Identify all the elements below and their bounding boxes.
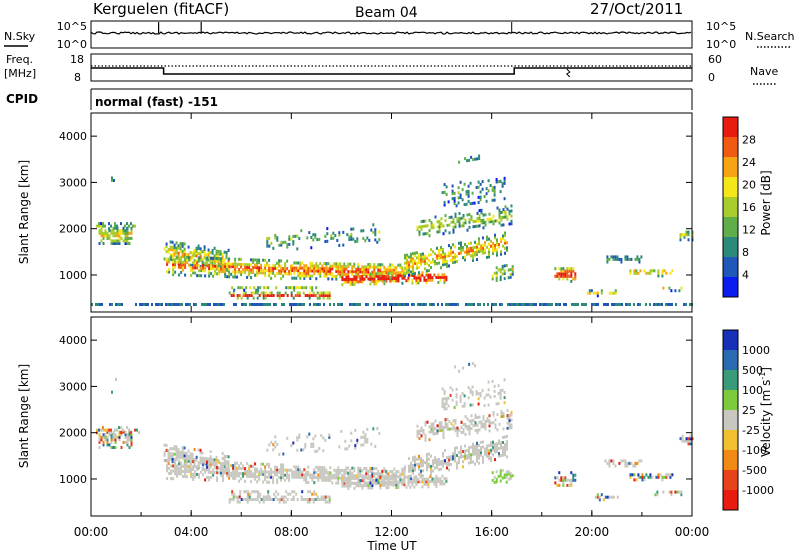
velocity-ylabel: Slant Range [km] xyxy=(17,364,31,468)
colorbar-tick-label: -1000 xyxy=(742,484,774,497)
freq-trace xyxy=(91,65,692,78)
power-y-ticks: 1000 2000 3000 4000 xyxy=(59,130,692,282)
colorbar-tick-label: -500 xyxy=(742,464,767,477)
nave-tick-low: 0 xyxy=(708,71,715,84)
velocity-plot-cells xyxy=(96,362,694,504)
colorbar-tick-label: 12 xyxy=(742,224,756,237)
colorbar-tick-label: 16 xyxy=(742,201,756,214)
velocity-colorbar-label: Velocity [m s-1] xyxy=(758,367,773,457)
x-tick-label: 12:00 xyxy=(374,525,409,539)
y-tick-label: 1000 xyxy=(59,269,87,282)
colorbar-tick-label: 4 xyxy=(742,269,749,282)
colorbar-swatch xyxy=(723,450,738,471)
colorbar-tick-label: 500 xyxy=(742,364,763,377)
colorbar-swatch xyxy=(723,137,738,158)
nsearch-tick-low: 10^0 xyxy=(706,38,736,51)
colorbar-tick-label: 25 xyxy=(742,404,756,417)
colorbar-tick-label: -100 xyxy=(742,444,767,457)
colorbar-swatch xyxy=(723,117,738,138)
nsearch-label: N.Search xyxy=(745,30,795,43)
power-plot-frame xyxy=(90,112,693,313)
nave-label: Nave xyxy=(750,65,778,78)
nsky-label: N.Sky xyxy=(4,30,36,43)
colorbar-swatch xyxy=(723,470,738,491)
y-tick-label: 3000 xyxy=(59,176,87,189)
x-tick-label: 04:00 xyxy=(174,525,209,539)
power-ylabel: Slant Range [km] xyxy=(17,160,31,264)
colorbar-swatch xyxy=(723,217,738,238)
x-tick-label: 20:00 xyxy=(575,525,610,539)
power-plot-cells xyxy=(91,154,694,306)
y-tick-label: 2000 xyxy=(59,223,87,236)
colorbar-swatch xyxy=(723,177,738,198)
colorbar-swatch xyxy=(723,197,738,218)
colorbar-tick-label: 20 xyxy=(742,179,756,192)
y-tick-label: 1000 xyxy=(59,473,87,486)
nsky-trace xyxy=(90,22,692,35)
y-tick-label: 3000 xyxy=(59,380,87,393)
colorbar-swatch xyxy=(723,157,738,178)
date-title: 27/Oct/2011 xyxy=(590,0,683,18)
power-colorbar: 4 8 12 16 20 24 28 xyxy=(722,116,756,298)
freq-label: Freq. xyxy=(6,53,33,66)
colorbar-tick-label: 8 xyxy=(742,246,749,259)
colorbar-swatch xyxy=(723,390,738,411)
y-tick-label: 4000 xyxy=(59,334,87,347)
freq-unit-label: [MHz] xyxy=(4,67,36,80)
nsearch-tick-high: 10^5 xyxy=(706,20,736,33)
velocity-colorbar: 1000 500 100 25 -25 -100 -500 -1000 xyxy=(722,329,774,511)
beam-title: Beam 04 xyxy=(355,5,418,21)
freq-tick-low: 8 xyxy=(74,71,81,84)
cpid-label: CPID xyxy=(6,92,38,106)
nsky-tick-low: 10^0 xyxy=(57,38,87,51)
x-tick-label: 16:00 xyxy=(474,525,509,539)
freq-tick-high: 18 xyxy=(70,53,84,66)
colorbar-swatch xyxy=(723,430,738,451)
site-title: Kerguelen (fitACF) xyxy=(93,0,229,18)
y-tick-label: 2000 xyxy=(59,427,87,440)
colorbar-tick-label: 24 xyxy=(742,156,756,169)
power-colorbar-label: Power [dB] xyxy=(759,170,773,235)
x-tick-label: 00:00 xyxy=(675,525,710,539)
colorbar-swatch xyxy=(723,237,738,258)
colorbar-swatch xyxy=(723,330,738,351)
velocity-y-ticks: 1000 2000 3000 4000 xyxy=(59,334,692,486)
colorbar-tick-label: 100 xyxy=(742,384,763,397)
x-tick-label: 08:00 xyxy=(274,525,309,539)
x-axis-ticks: 00:00 04:00 08:00 12:00 16:00 20:00 00:00 xyxy=(74,113,710,539)
nave-tick-high: 60 xyxy=(708,53,722,66)
x-axis-label: Time UT xyxy=(366,539,417,553)
colorbar-swatch xyxy=(723,410,738,431)
cpid-value: normal (fast) -151 xyxy=(95,95,218,109)
colorbar-swatch xyxy=(723,257,738,278)
colorbar-swatch xyxy=(723,277,738,298)
colorbar-tick-label: 28 xyxy=(742,134,756,147)
x-tick-label: 00:00 xyxy=(74,525,109,539)
colorbar-tick-label: 1000 xyxy=(742,344,770,357)
colorbar-swatch xyxy=(723,370,738,391)
colorbar-swatch xyxy=(723,350,738,371)
y-tick-label: 4000 xyxy=(59,130,87,143)
nsky-tick-high: 10^5 xyxy=(57,20,87,33)
nsky-panel xyxy=(90,20,693,49)
colorbar-tick-label: -25 xyxy=(742,424,760,437)
colorbar-swatch xyxy=(723,490,738,511)
